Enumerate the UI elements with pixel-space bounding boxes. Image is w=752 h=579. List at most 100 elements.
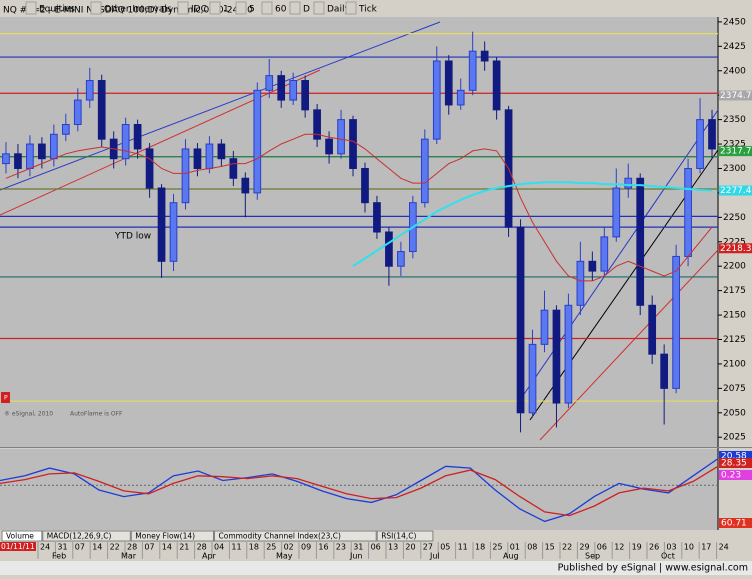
month-label: May bbox=[276, 552, 293, 561]
x-tick-label: 05 bbox=[440, 543, 450, 552]
toolbar-label[interactable]: 1 bbox=[223, 5, 229, 15]
start-date-bg bbox=[0, 542, 36, 551]
candle-body bbox=[373, 202, 381, 233]
price-label-bg bbox=[719, 185, 752, 196]
toolbar-label[interactable]: Daily bbox=[327, 5, 350, 15]
indicator-pane bbox=[0, 449, 718, 530]
candle-body bbox=[648, 304, 657, 355]
candle-body bbox=[600, 236, 609, 272]
x-tick-label: 26 bbox=[649, 543, 659, 552]
candle-body bbox=[588, 260, 597, 272]
trendline bbox=[0, 69, 321, 216]
toolbar-button[interactable] bbox=[313, 1, 325, 15]
x-tick-label: 25 bbox=[266, 543, 276, 552]
toolbar-button[interactable] bbox=[345, 1, 357, 15]
y-tick-label: 2450 bbox=[723, 17, 746, 27]
toolbar-button[interactable] bbox=[90, 1, 102, 15]
marker-box bbox=[1, 392, 10, 403]
x-tick-label: 09 bbox=[301, 543, 311, 552]
candle-body bbox=[552, 309, 561, 404]
candle-body bbox=[2, 153, 10, 165]
toolbar-button[interactable] bbox=[177, 1, 189, 15]
candle-body bbox=[672, 255, 680, 389]
oscillator-line bbox=[0, 458, 719, 523]
indicator-tab-label[interactable]: Money Flow(14) bbox=[135, 532, 195, 541]
indicator-tab[interactable] bbox=[376, 530, 434, 542]
x-tick-label: 31 bbox=[57, 543, 67, 552]
indicator-tab[interactable] bbox=[214, 530, 377, 542]
footer-bg bbox=[0, 561, 752, 575]
candle-body bbox=[325, 138, 333, 155]
toolbar-button[interactable] bbox=[261, 1, 273, 15]
toolbar-button[interactable] bbox=[25, 1, 37, 15]
y-tick-label: 2350 bbox=[723, 115, 746, 125]
indicator-tab-label[interactable]: Volume bbox=[6, 532, 34, 541]
candle-body bbox=[492, 60, 501, 111]
x-tick-label: 07 bbox=[75, 543, 85, 552]
x-tick-label: 03 bbox=[666, 543, 676, 552]
annotation: ® eSignal, 2010 bbox=[4, 411, 53, 418]
x-tick-label: 16 bbox=[318, 543, 328, 552]
x-tick-label: 02 bbox=[284, 543, 294, 552]
candle-body bbox=[349, 119, 357, 169]
y-tick-label: 2050 bbox=[723, 408, 746, 418]
indicator-tab[interactable] bbox=[130, 530, 214, 542]
value-label: 20.58 bbox=[721, 452, 747, 462]
candle-body bbox=[432, 60, 441, 140]
annotation: YTD low bbox=[114, 232, 151, 242]
value-label-bg bbox=[719, 470, 752, 480]
candle-body bbox=[265, 75, 274, 91]
candle-body bbox=[624, 177, 633, 189]
indicator-tab-label[interactable]: Commodity Channel Index(23,C) bbox=[219, 532, 342, 541]
toolbar-button[interactable] bbox=[209, 1, 221, 15]
moving-average bbox=[5, 133, 713, 282]
y-tick-label: 2125 bbox=[723, 335, 746, 345]
month-label: Jul bbox=[429, 552, 440, 561]
candle-body bbox=[708, 119, 716, 150]
candle-body bbox=[636, 177, 645, 306]
toolbar-button[interactable] bbox=[289, 1, 301, 15]
candle-body bbox=[564, 304, 573, 404]
x-tick-label: 22 bbox=[110, 543, 120, 552]
candle-body bbox=[576, 260, 585, 306]
toolbar-button[interactable] bbox=[235, 1, 247, 15]
candle-body bbox=[73, 99, 82, 126]
candle-body bbox=[133, 124, 142, 150]
y-tick-label: 2425 bbox=[723, 42, 746, 52]
candle-body bbox=[193, 148, 202, 169]
indicator-tab[interactable] bbox=[1, 530, 43, 542]
month-label: Feb bbox=[52, 552, 66, 561]
indicator-tab-label[interactable]: RSI(14,C) bbox=[381, 532, 416, 541]
x-tick-label: 10 bbox=[684, 543, 694, 552]
toolbar-label[interactable]: Other Intervals bbox=[104, 5, 172, 15]
x-tick-label: 18 bbox=[249, 543, 259, 552]
value-label: 60.71 bbox=[721, 519, 747, 529]
candle-body bbox=[14, 153, 22, 169]
indicator-tab-label[interactable]: MACD(12,26,9,C) bbox=[47, 532, 112, 541]
candle-body bbox=[241, 177, 250, 194]
x-tick-label: 20 bbox=[405, 543, 415, 552]
candle-body bbox=[337, 119, 345, 155]
toolbar-label[interactable]: 5 bbox=[249, 5, 255, 15]
toolbar-label[interactable]: IDC bbox=[191, 5, 207, 15]
candle-body bbox=[480, 50, 489, 62]
y-tick-label: 2300 bbox=[723, 164, 746, 174]
price-label: 2277.42 bbox=[720, 186, 752, 196]
x-tick-label: 12 bbox=[614, 543, 624, 552]
toolbar-label[interactable]: D bbox=[303, 5, 310, 15]
toolbar-label[interactable]: Tick bbox=[358, 5, 378, 15]
candle-body bbox=[217, 143, 226, 160]
candle-body bbox=[313, 109, 321, 140]
candle-body bbox=[169, 202, 178, 262]
x-tick-label: 31 bbox=[353, 543, 363, 552]
x-tick-label: 06 bbox=[597, 543, 607, 552]
toolbar-label[interactable]: 60 bbox=[275, 5, 287, 15]
toolbar-label[interactable]: Equities bbox=[39, 5, 75, 15]
x-tick-label: 29 bbox=[579, 543, 589, 552]
indicator-tab[interactable] bbox=[42, 530, 131, 542]
candle-body bbox=[121, 124, 130, 160]
candle-body bbox=[301, 80, 310, 111]
candle-body bbox=[612, 187, 621, 238]
candle-body bbox=[528, 343, 537, 414]
candle-body bbox=[229, 158, 238, 179]
